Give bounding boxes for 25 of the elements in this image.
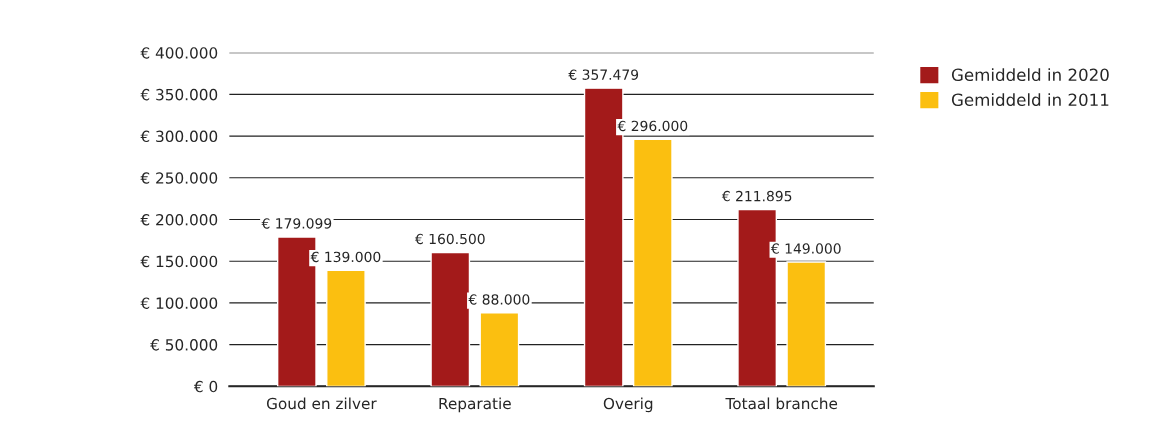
- bar: [479, 312, 520, 387]
- legend-label: Gemiddeld in 2011: [951, 93, 1109, 107]
- x-tick-label: Overig: [603, 397, 653, 413]
- data-label: € 211.895: [721, 190, 792, 202]
- y-tick-label: € 100.000: [140, 297, 218, 309]
- y-tick-label: € 50.000: [150, 339, 218, 351]
- y-tick-label: € 400.000: [140, 47, 218, 59]
- y-tick-label: € 150.000: [140, 255, 218, 268]
- legend-label: Gemiddeld in 2020: [951, 68, 1109, 82]
- data-label: € 160.500: [414, 233, 485, 245]
- data-label: € 88.000: [468, 294, 530, 305]
- data-label: € 179.099: [261, 218, 332, 229]
- data-label: € 357.479: [568, 69, 639, 80]
- y-tick-label: € 350.000: [140, 88, 218, 101]
- x-tick-label: Reparatie: [439, 397, 511, 413]
- y-tick-label: € 250.000: [140, 172, 218, 184]
- data-label: € 296.000: [617, 120, 688, 132]
- y-tick-label: € 0: [193, 380, 218, 393]
- data-label: € 149.000: [770, 243, 841, 254]
- bar: [786, 261, 827, 387]
- data-label: € 139.000: [310, 251, 381, 263]
- x-tick-label: Totaal branche: [725, 397, 838, 410]
- y-tick-label: € 300.000: [140, 130, 218, 143]
- y-tick-label: € 200.000: [140, 213, 218, 226]
- x-tick-label: Goud en zilver: [266, 397, 377, 410]
